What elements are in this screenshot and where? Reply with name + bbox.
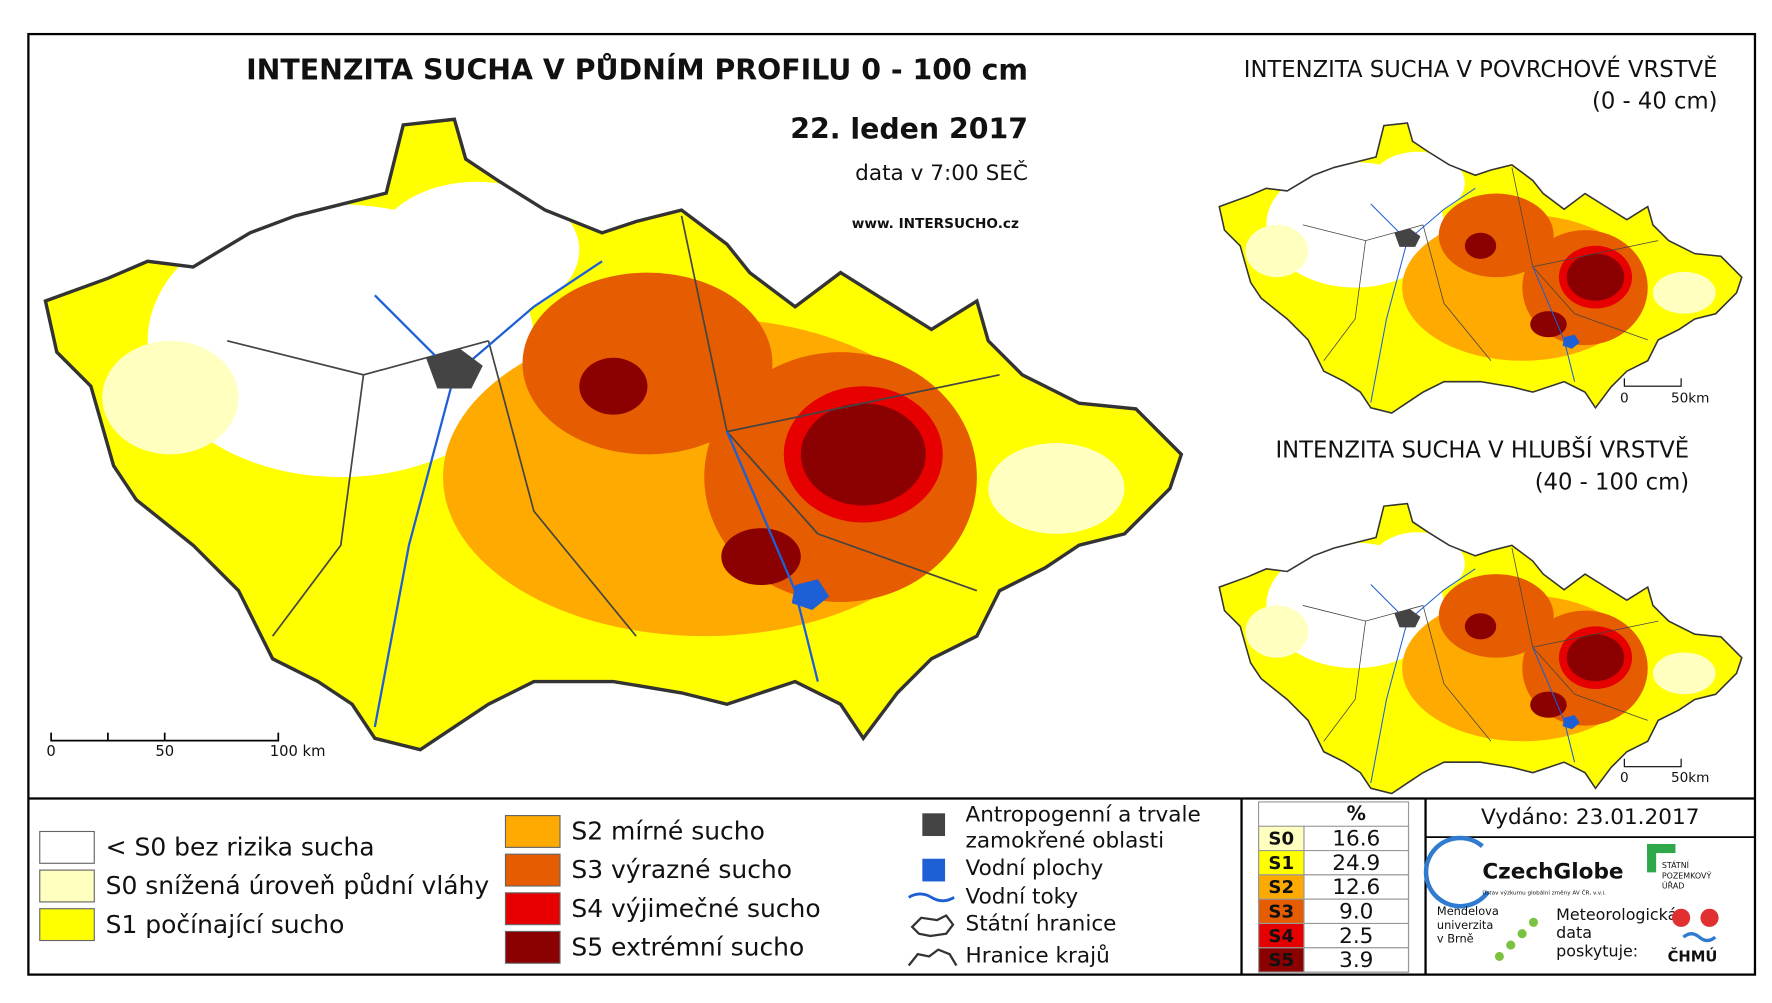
feature-label: Vodní plochy — [966, 856, 1104, 881]
legend-swatch — [39, 908, 95, 942]
inset-subtitle: (0 - 40 cm) — [1592, 89, 1718, 115]
scale-label: 0 — [1620, 391, 1629, 407]
logo-czechglobe-sub: Ústav výzkumu globální změny AV ČR, v.v.… — [1482, 889, 1606, 896]
legend-label: < S0 bez rizika sucha — [106, 833, 375, 862]
table-value: 2.5 — [1339, 924, 1373, 949]
inset-title: INTENZITA SUCHA V POVRCHOVÉ VRSTVĚ — [1244, 55, 1718, 83]
legend-swatch — [504, 930, 561, 964]
legend: < S0 bez rizika sucha S0 snížená úroveň p… — [39, 815, 821, 964]
logo-czechglobe: CzechGlobe — [1482, 859, 1623, 884]
logo-mendelu: v Brně — [1437, 931, 1474, 945]
inset-title: INTENZITA SUCHA V HLUBŠÍ VRSTVĚ — [1275, 435, 1689, 463]
legend-label: S2 mírné sucho — [571, 817, 765, 846]
legend-label: S4 výjimečné sucho — [571, 894, 820, 923]
legend-swatch — [504, 853, 561, 887]
logo-chmu: ČHMÚ — [1668, 948, 1718, 966]
logo-mendelu: Mendelova — [1437, 904, 1499, 918]
table-class: S2 — [1268, 877, 1294, 898]
map-date: 22. leden 2017 — [790, 113, 1028, 146]
feature-label: Hranice krajů — [966, 943, 1110, 968]
logo-spu: POZEMKOVÝ — [1662, 869, 1712, 880]
feature-label: Vodní toky — [966, 884, 1079, 909]
scale-label: 50 — [155, 743, 174, 760]
table-value: 24.9 — [1332, 851, 1380, 876]
legend-label: S0 snížená úroveň půdní vláhy — [106, 871, 490, 900]
table-class: S5 — [1268, 950, 1294, 971]
website: www. INTERSUCHO.cz — [852, 216, 1019, 232]
logos: Vydáno: 23.01.2017 CzechGlobe Ústav výzk… — [1423, 805, 1719, 966]
inset-scale-bar: 0 50km 0 50km — [1620, 378, 1709, 786]
table-border — [1258, 801, 1410, 973]
table-value: 9.0 — [1339, 899, 1373, 924]
scale-label: 0 — [1620, 770, 1629, 786]
legend-swatch — [504, 815, 561, 848]
table-value: 3.9 — [1339, 948, 1373, 973]
table-class: S0 — [1268, 829, 1294, 850]
chmu-note: poskytuje: — [1556, 941, 1638, 960]
legend-label: S1 počínající sucho — [106, 910, 345, 939]
logo-spu: STÁTNÍ — [1662, 859, 1690, 870]
scale-label: 100 km — [270, 743, 326, 760]
table-class-cell — [1258, 849, 1305, 876]
table-header: % — [1347, 802, 1366, 825]
legend-label: S3 výrazné sucho — [571, 855, 792, 884]
legend-swatch — [39, 869, 95, 903]
chmu-note: data — [1556, 923, 1592, 942]
scale-label: 0 — [46, 743, 55, 760]
stats-table: % S0 16.6 S1 24.9 S2 12.6 S3 9.0 S4 2.5 S5 3.9 — [1258, 801, 1410, 973]
main-title: INTENZITA SUCHA V PŮDNÍM PROFILU 0 - 100… — [246, 53, 1028, 87]
table-class: S3 — [1268, 901, 1294, 922]
inset-subtitle: (40 - 100 cm) — [1535, 469, 1689, 495]
legend-swatch — [504, 892, 561, 926]
legend-label: S5 extrémní sucho — [571, 932, 804, 961]
main-scale-bar: 0 50 100 km — [46, 732, 326, 760]
logo-spu: ÚŘAD — [1662, 880, 1685, 891]
table-value-cell — [1303, 947, 1410, 973]
table-class: S1 — [1268, 853, 1294, 874]
issued-date: Vydáno: 23.01.2017 — [1481, 805, 1699, 830]
feature-label: Antropogenní a trvale — [966, 803, 1201, 828]
chmu-note: Meteorologická — [1556, 905, 1677, 924]
scale-label: 50km — [1671, 770, 1710, 786]
feature-label: Státní hranice — [966, 912, 1117, 937]
table-value-cell — [1303, 922, 1410, 949]
table-class: S4 — [1268, 926, 1294, 947]
table-value: 12.6 — [1332, 875, 1380, 900]
feature-label: zamokřené oblasti — [966, 829, 1165, 854]
data-time: data v 7:00 SEČ — [855, 160, 1028, 186]
scale-label: 50km — [1671, 391, 1710, 407]
table-value: 16.6 — [1332, 827, 1380, 852]
table-value-cell — [1303, 898, 1410, 925]
logo-mendelu: univerzita — [1437, 918, 1493, 932]
legend-swatch — [39, 830, 95, 864]
